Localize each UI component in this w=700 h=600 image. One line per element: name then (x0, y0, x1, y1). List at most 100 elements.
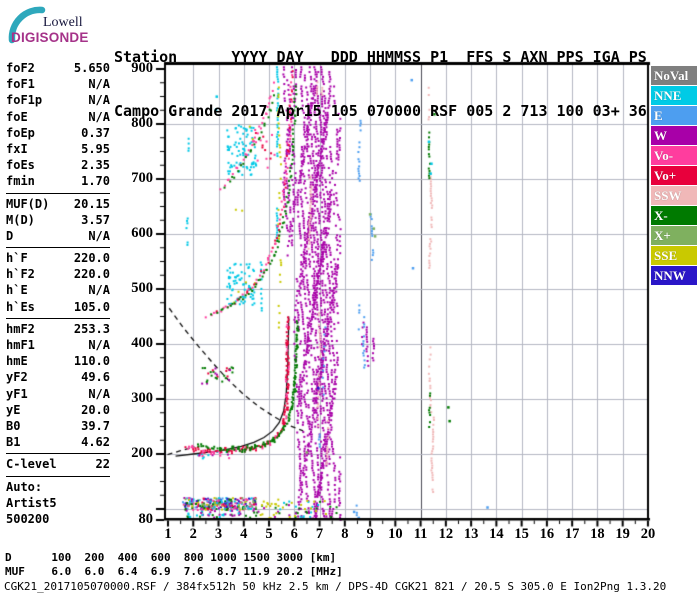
x-tick-label: 15 (514, 526, 529, 542)
param-row: h`F 220.0 (6, 250, 110, 266)
param-value: N/A (88, 338, 110, 352)
legend-item-E: E (651, 106, 697, 125)
param-value: N/A (88, 283, 110, 298)
param-value: 110.0 (73, 354, 110, 369)
param-row: h`E N/A (6, 282, 110, 298)
x-tick-label: 17 (564, 526, 580, 542)
param-label: h`F (6, 251, 28, 266)
legend-label: Vo- (654, 148, 674, 163)
x-tick-label: 10 (388, 526, 403, 542)
param-row: hmF2 253.3 (6, 321, 110, 337)
legend-item-Vo-: Vo- (651, 146, 697, 165)
y-tick-label: 600 (131, 225, 153, 241)
param-value: 22 (95, 457, 110, 472)
x-tick-label: 2 (189, 526, 197, 542)
x-tick-label: 8 (341, 526, 349, 542)
y-tick-label: 300 (131, 390, 153, 406)
logo-text-lowell: Lowell (43, 15, 83, 30)
param-group: MUF(D) 20.15 M(D) 3.57 D N/A (6, 194, 110, 249)
legend-label: X+ (654, 228, 671, 243)
param-group: Auto: Artist5 500200 (6, 477, 110, 531)
param-label: fxI (6, 141, 28, 156)
param-label: MUF(D) (6, 196, 50, 211)
x-tick-label: 11 (413, 526, 428, 542)
x-tick-label: 4 (240, 526, 248, 542)
legend-item-X-: X- (651, 206, 697, 225)
param-label: 500200 (6, 511, 50, 526)
param-value: N/A (88, 109, 110, 124)
header-line-values: Campo Grande 2017 Apr15 105 070000 RSF 0… (114, 102, 647, 120)
x-tick-label: 6 (290, 526, 298, 542)
param-row: hmF1 N/A (6, 337, 110, 353)
param-row: yF2 49.6 (6, 369, 110, 385)
param-value: 220.0 (73, 251, 110, 266)
param-label: yF2 (6, 370, 28, 385)
legend-label: X- (654, 208, 668, 223)
param-value: N/A (88, 93, 110, 108)
param-value: N/A (88, 228, 110, 243)
param-label: yE (6, 402, 21, 417)
legend-label: SSE (654, 248, 678, 263)
legend-label: NoVal (654, 68, 689, 83)
param-row: foF2 5.650 (6, 60, 110, 76)
x-tick-label: 14 (489, 526, 504, 542)
y-tick-label: 400 (131, 335, 153, 351)
param-row: 500200 (6, 511, 110, 527)
y-tick-label: 700 (131, 170, 153, 186)
x-tick-label: 7 (315, 526, 324, 542)
param-row: B1 4.62 (6, 434, 110, 450)
y-tick-label: 900 (131, 60, 153, 76)
param-label: foEs (6, 158, 35, 173)
param-row: yE 20.0 (6, 402, 110, 418)
legend-label: NNE (654, 88, 682, 103)
param-row: hmE 110.0 (6, 353, 110, 369)
x-tick-label: 9 (366, 526, 374, 542)
param-label: foF1 (6, 77, 35, 92)
param-value: 105.0 (73, 299, 110, 314)
param-label: hmF1 (6, 338, 35, 352)
param-label: Artist5 (6, 495, 57, 510)
legend-item-W: W (651, 126, 697, 145)
param-label: D (6, 228, 14, 243)
legend-label: E (654, 108, 663, 123)
param-value: 0.37 (81, 125, 110, 140)
x-tick-label: 16 (539, 526, 555, 542)
distance-row: D 100 200 400 600 800 1000 1500 3000 [km… (5, 551, 337, 564)
param-row: fmin 1.70 (6, 173, 110, 189)
x-tick-label: 19 (615, 526, 630, 542)
param-row: foF1 N/A (6, 76, 110, 92)
param-value: 220.0 (73, 267, 110, 282)
param-value: 20.15 (73, 196, 110, 211)
legend-item-SSW: SSW (651, 186, 697, 205)
legend-label: NNW (654, 268, 686, 283)
param-row: fxI 5.95 (6, 141, 110, 157)
param-row: foE N/A (6, 109, 110, 125)
param-value: 3.57 (81, 212, 110, 227)
param-row: B0 39.7 (6, 418, 110, 434)
legend-label: Vo+ (654, 168, 677, 183)
param-group: h`F 220.0 h`F2 220.0 h`E N/A h`Es 105.0 (6, 248, 110, 319)
station-header: Station YYYY DAY DDD HHMMSS P1 FFS S AXN… (114, 12, 647, 156)
param-label: hmF2 (6, 321, 35, 336)
param-label: M(D) (6, 212, 35, 227)
logo-text-digisonde: DIGISONDE (11, 30, 89, 45)
param-label: C-level (6, 457, 57, 472)
x-tick-label: 3 (214, 526, 223, 542)
y-tick-label: 80 (138, 511, 154, 527)
param-value: N/A (88, 77, 110, 92)
param-label: h`E (6, 283, 28, 298)
param-label: foEp (6, 125, 35, 140)
logo-arc-icon (8, 6, 46, 44)
param-label: B0 (6, 418, 21, 433)
param-value: 49.6 (81, 370, 110, 385)
legend-item-NoVal: NoVal (651, 66, 697, 85)
param-value: 253.3 (73, 321, 110, 336)
y-tick-label: 500 (131, 280, 153, 296)
param-value: 5.650 (73, 61, 110, 75)
y-tick-label: 200 (131, 445, 153, 461)
param-label: Auto: (6, 479, 43, 494)
param-value: 2.35 (81, 158, 110, 173)
x-tick-label: 13 (463, 526, 479, 542)
status-line: CGK21_2017105070000.RSF / 384fx512h 50 k… (4, 580, 667, 593)
